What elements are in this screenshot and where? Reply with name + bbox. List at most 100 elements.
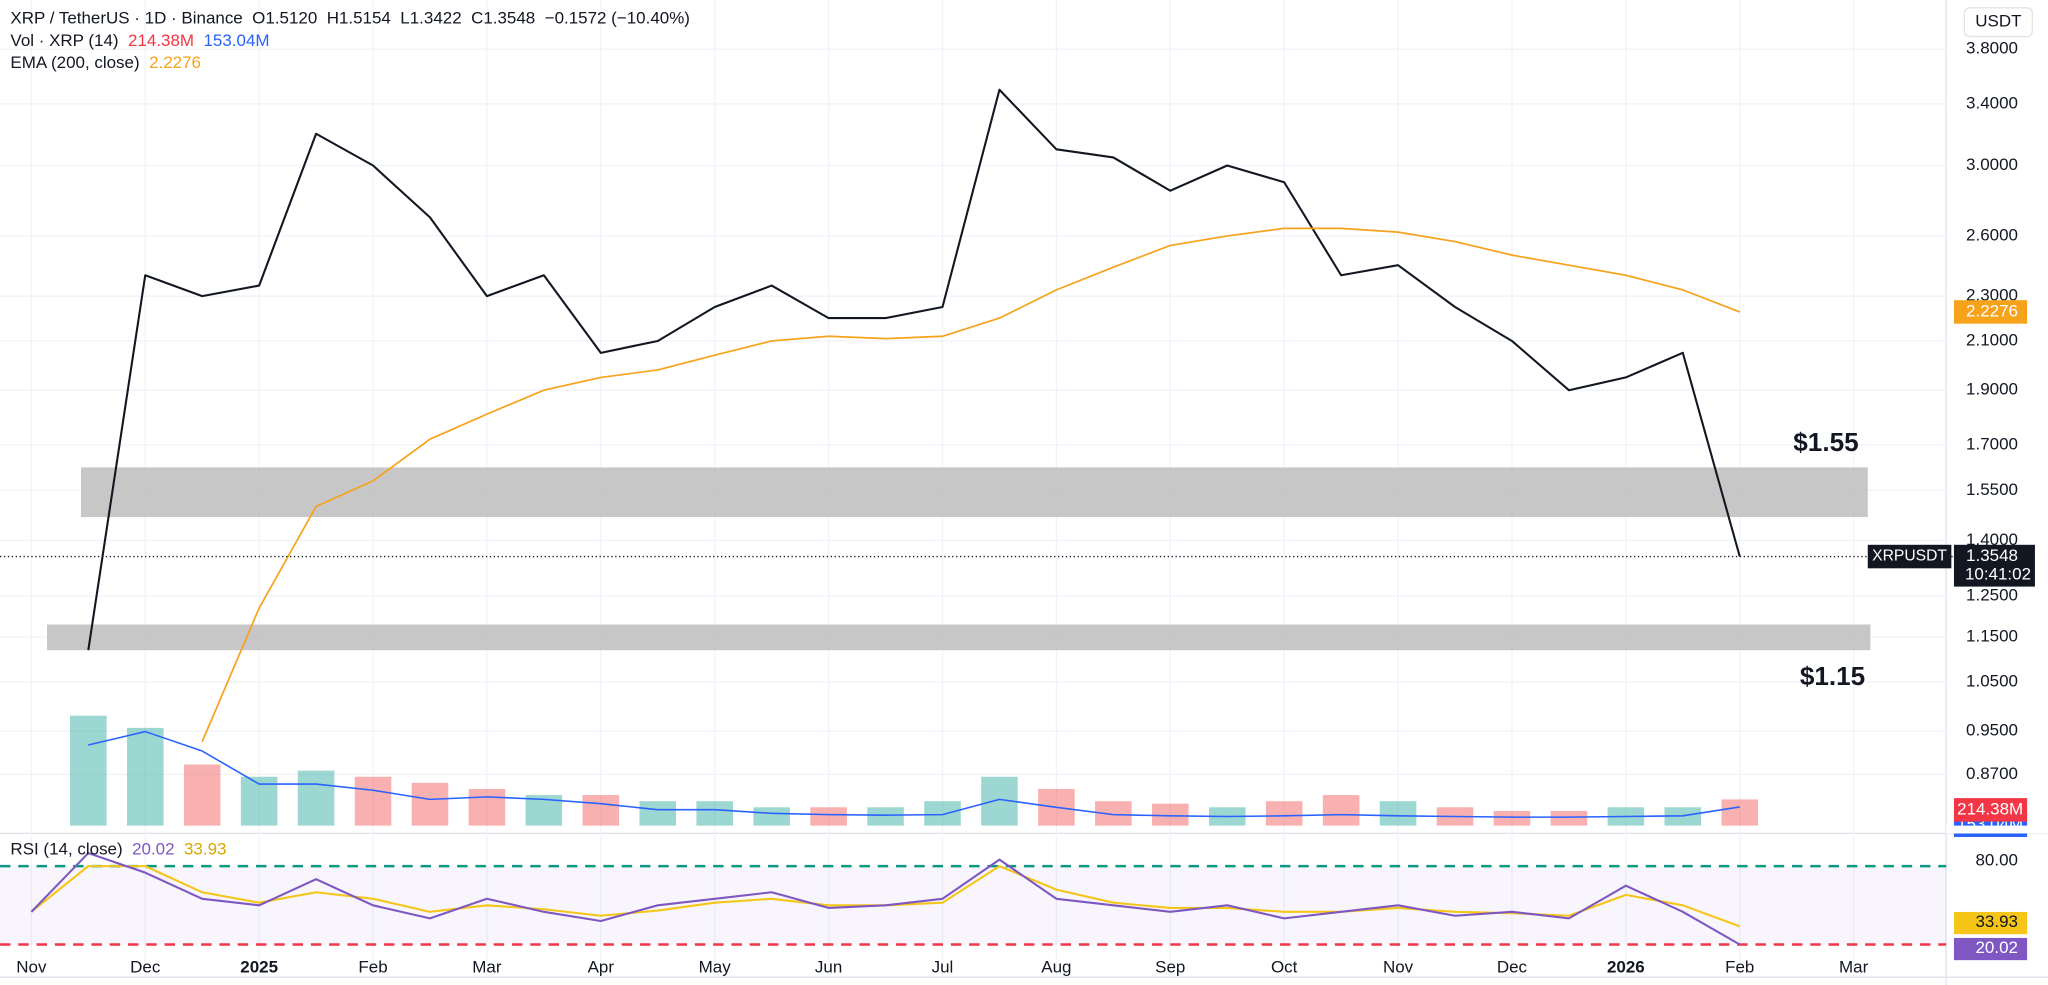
rsi-tag: 33.93 [1975,912,2017,931]
legend-volume-ma: 153.04M [204,31,270,50]
countdown: 10:41:02 [1965,564,2031,583]
legend-row: EMA (200, close) 2.2276 [10,53,210,72]
volume-bar [1265,801,1303,826]
time-label: Nov [1383,958,1414,977]
volume-bar [1550,810,1588,826]
volume-bar [582,795,620,826]
time-label: Feb [358,958,387,977]
volume-bar [867,807,904,826]
volume-bar [639,801,677,826]
price-tick-label: 3.0000 [1966,155,2018,174]
currency[interactable]: USDT [1975,12,2021,31]
volume-bar [297,770,335,826]
rsi-tag-bg [1953,937,2028,961]
ema-tag-bg [1953,300,2028,324]
legend-symbol: XRP / TetherUS · 1D · Binance [10,9,242,28]
volume-bar [468,788,506,826]
price-tick-label: 1.7000 [1966,434,2018,453]
time-label: Jul [932,958,954,977]
volume-bar [696,801,733,826]
price-tick-label: 0.9500 [1966,721,2018,740]
currency-box[interactable] [1963,7,2033,38]
symbol-tag-bg [1867,544,1952,569]
legend-gap [690,9,699,28]
legend-gap [535,9,544,28]
last-price-tag-bg [1953,544,2035,587]
rsi-tag-bg [1953,911,2028,935]
legend-gap [201,53,210,72]
legend-close: C1.3548 [471,9,535,28]
volume-tag: 214.38M [1957,799,2023,818]
time-label: 2025 [240,958,278,977]
time-label: Aug [1041,958,1071,977]
legend-gap [270,31,279,50]
volume-bar [1721,799,1759,826]
price-tick-label: 2.6000 [1966,225,2018,244]
price-tick-label: 2.3000 [1966,286,2018,305]
legend-rsi-value: 20.02 [132,840,174,859]
volume-bar [1152,803,1189,826]
pane-cover [1946,825,2048,834]
price-tick-label: 1.5500 [1966,480,2018,499]
rsi-line [30,852,1741,946]
volume-bar [810,807,847,826]
volume-bar [70,715,107,826]
volume-bar [240,776,278,826]
legend-gap [317,9,326,28]
rsi-background [0,866,1947,945]
legend-row: RSI (14, close) 20.02 33.93 [10,840,235,859]
volume-bar [1379,801,1417,826]
legend-gap [462,9,471,28]
legend-gap [123,840,132,859]
volume-bar [126,727,164,826]
zone-label: $1.15 [1800,661,1865,691]
legend-gap [391,9,400,28]
legend-gap [140,53,149,72]
time-label: May [699,958,732,977]
volume-ma-line [88,730,1740,818]
time-label: 2026 [1607,958,1645,977]
legend-low: L1.3422 [400,9,461,28]
legend-gap [226,840,235,859]
volume-bar [753,807,790,826]
price-tick-label: 3.4000 [1966,93,2018,112]
price-tick-label: 3.8000 [1966,39,2018,58]
support-zone [47,624,1871,651]
rsi-tick-label: 80.00 [1975,850,2017,869]
legend-high: H1.5154 [327,9,391,28]
time-label: Dec [130,958,161,977]
volume-bar [924,801,961,826]
volume-bar [1493,810,1531,826]
volume-bar [354,776,392,826]
time-label: Sep [1155,958,1185,977]
zone-label: $1.55 [1793,427,1858,457]
legend-open: O1.5120 [252,9,317,28]
volume-bar [411,782,449,826]
legend-gap [175,840,184,859]
legend-gap [194,31,203,50]
volume-bar [1322,795,1360,826]
price-tick-label: 1.1500 [1966,627,2018,646]
legend-row: Vol · XRP (14) 214.38M 153.04M [10,31,279,50]
legend-volume: Vol · XRP (14) [10,31,118,50]
legend-change: −0.1572 (−10.40%) [545,9,690,28]
price-tick-label: 0.8700 [1966,764,2018,783]
price-tick-label: 1.2500 [1966,586,2018,605]
legend-volume-value: 214.38M [128,31,194,50]
legend-ema: EMA (200, close) [10,53,139,72]
price-tick-label: 1.4000 [1966,530,2018,549]
volume-bar [183,764,221,826]
legend-gap [243,9,252,28]
time-label: Mar [1839,958,1869,977]
ema-line [201,227,1741,742]
price-tick-label: 1.0500 [1966,671,2018,690]
time-label: Dec [1497,958,1528,977]
price-tick-label: 1.9000 [1966,380,2018,399]
price-line [87,88,1741,651]
legend-ema-value: 2.2276 [149,53,201,72]
legend-rsi-ma: 33.93 [184,840,226,859]
rsi-tag: 20.02 [1975,938,2017,957]
time-label: Jun [815,958,842,977]
time-label: Apr [588,958,615,977]
